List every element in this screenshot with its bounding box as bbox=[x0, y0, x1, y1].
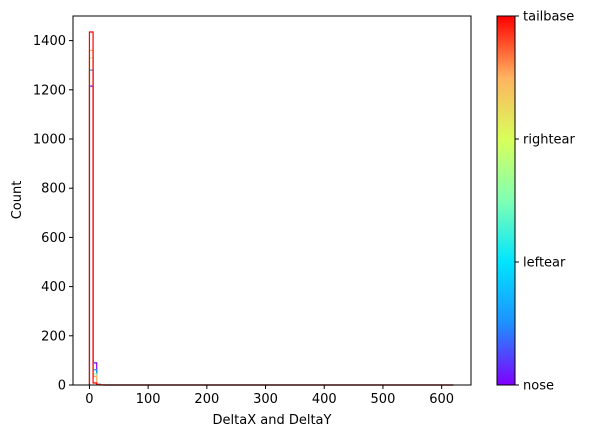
x-axis: 0 100 200 300 400 500 600 bbox=[85, 385, 454, 407]
x-tick-label: 400 bbox=[312, 392, 337, 407]
x-tick-label: 300 bbox=[253, 392, 278, 407]
y-tick-label: 0 bbox=[58, 379, 66, 394]
x-tick-label: 200 bbox=[194, 392, 219, 407]
colorbar-tick-label: nose bbox=[523, 379, 554, 394]
colorbar-tick-label: leftear bbox=[523, 256, 566, 271]
y-tick-label: 400 bbox=[41, 280, 66, 295]
y-axis: 0 200 400 600 800 1000 1200 1400 bbox=[33, 34, 73, 394]
colorbar-tick-label: tailbase bbox=[523, 10, 574, 25]
plot-frame bbox=[72, 15, 472, 386]
x-tick-label: 500 bbox=[371, 392, 396, 407]
colorbar-tick-label: rightear bbox=[523, 133, 576, 148]
y-tick-label: 600 bbox=[41, 231, 66, 246]
y-tick-label: 1200 bbox=[33, 83, 66, 98]
x-tick-label: 0 bbox=[85, 392, 93, 407]
plot-area bbox=[73, 16, 471, 385]
y-tick-label: 1000 bbox=[33, 133, 66, 148]
x-tick-label: 600 bbox=[429, 392, 454, 407]
colorbar bbox=[496, 15, 516, 386]
colorbar-axis: nose leftear rightear tailbase bbox=[515, 10, 576, 394]
x-axis-label: DeltaX and DeltaY bbox=[213, 413, 332, 428]
y-tick-label: 800 bbox=[41, 182, 66, 197]
y-axis-label: Count bbox=[10, 181, 25, 220]
y-tick-label: 200 bbox=[41, 329, 66, 344]
x-tick-label: 100 bbox=[136, 392, 161, 407]
y-tick-label: 1400 bbox=[33, 34, 66, 49]
